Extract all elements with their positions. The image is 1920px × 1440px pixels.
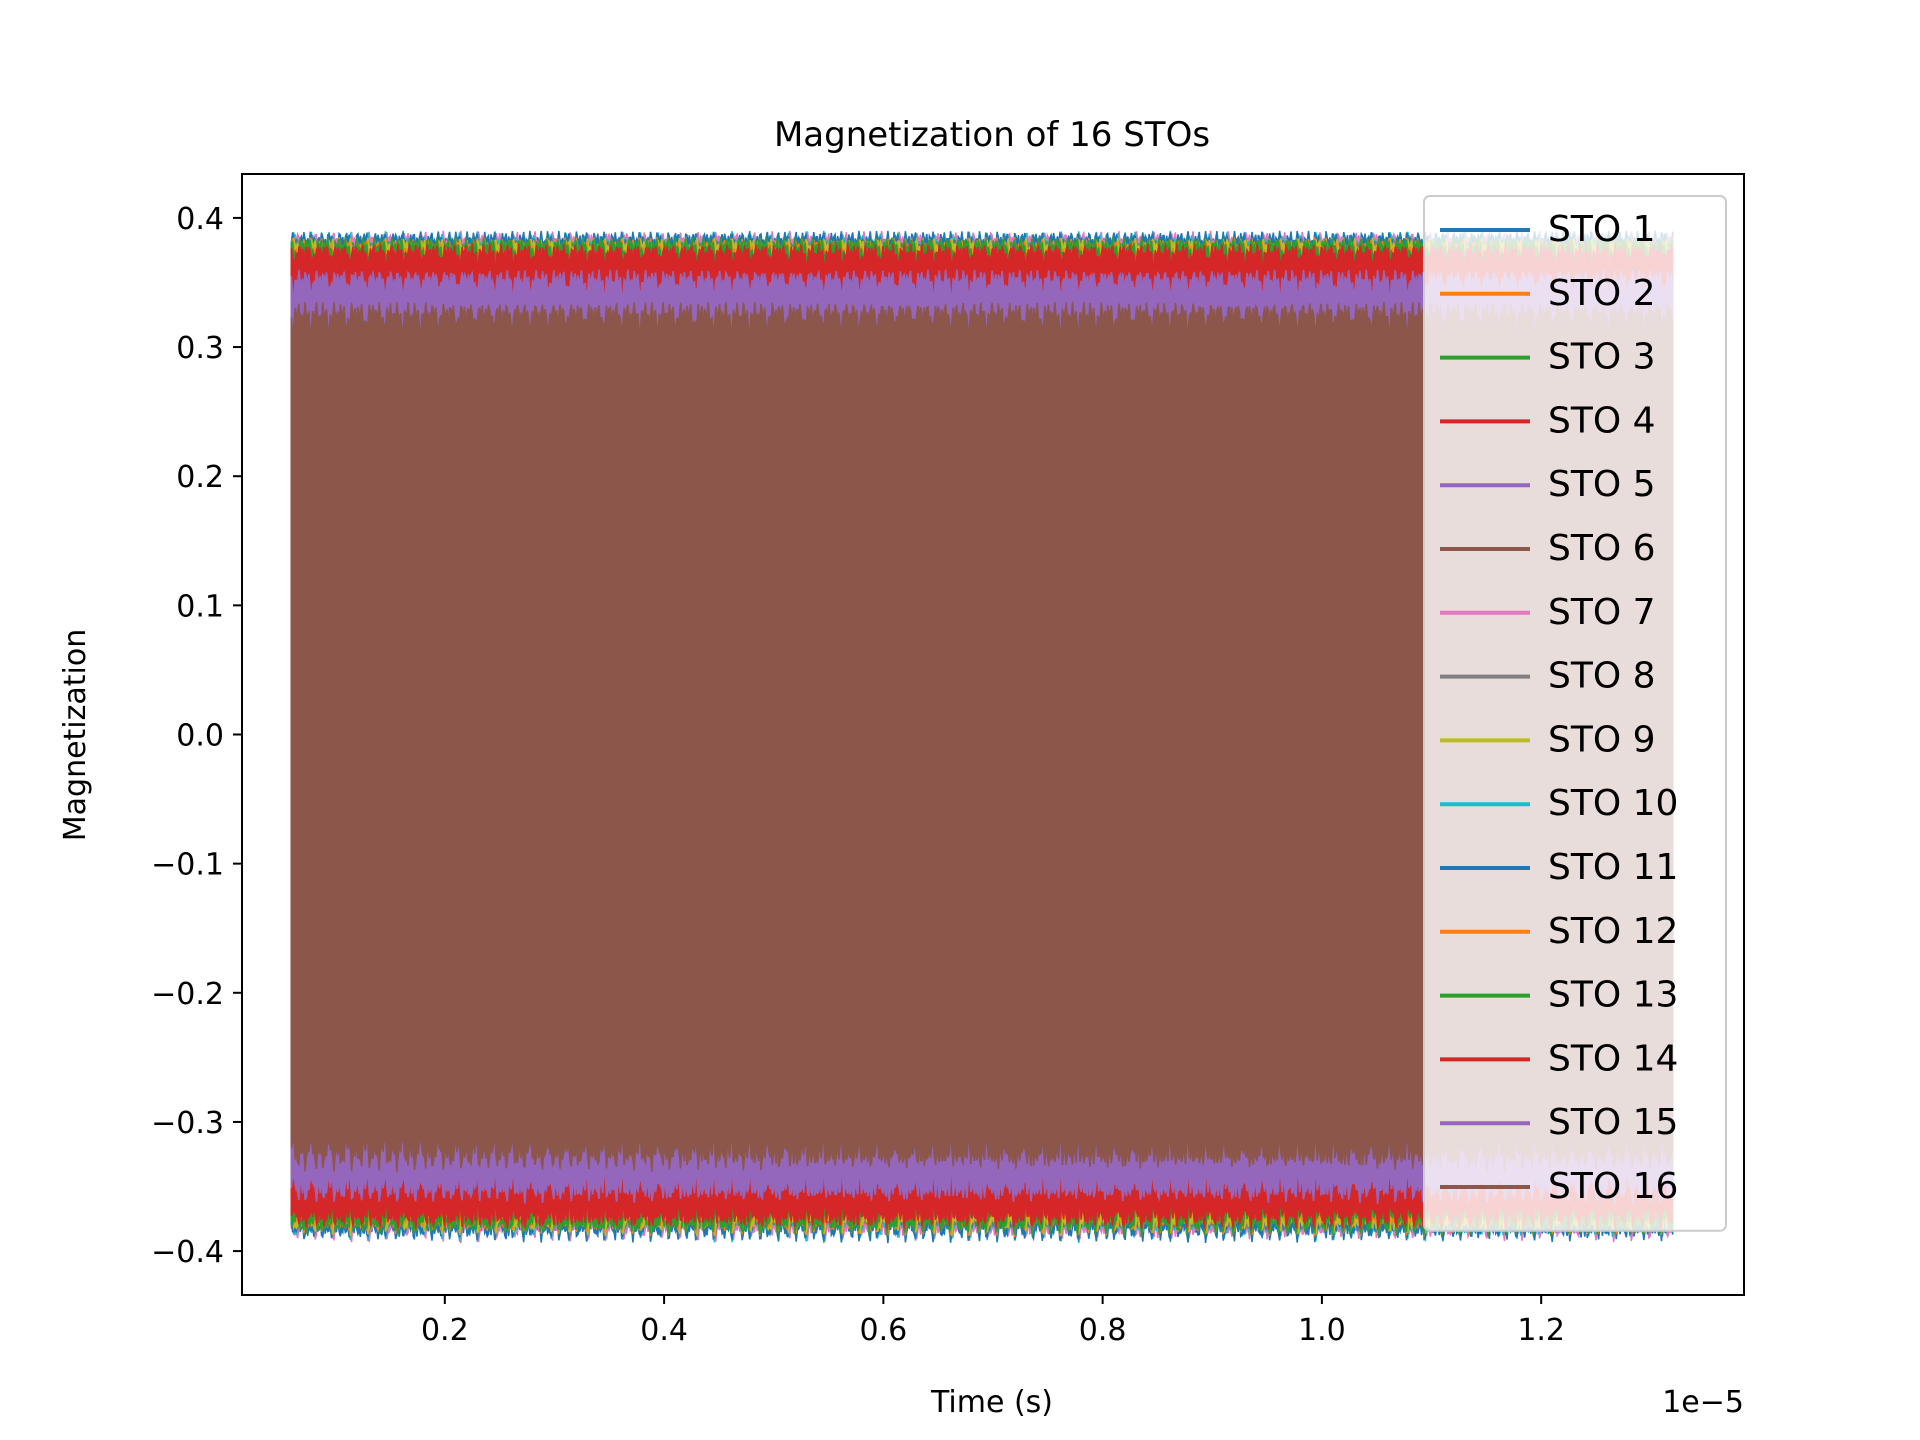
legend-label: STO 12 xyxy=(1548,911,1678,952)
legend-label: STO 10 xyxy=(1548,783,1678,824)
y-tick-label: −0.2 xyxy=(151,977,224,1012)
legend-label: STO 2 xyxy=(1548,273,1656,314)
legend-item[interactable]: STO 11 xyxy=(1440,847,1678,888)
y-tick-label: 0.0 xyxy=(176,719,224,754)
legend-item[interactable]: STO 6 xyxy=(1440,528,1656,569)
legend-item[interactable]: STO 10 xyxy=(1440,783,1678,824)
legend-item[interactable]: STO 7 xyxy=(1440,592,1656,633)
x-axis-label: Time (s) xyxy=(930,1385,1053,1420)
x-tick-label: 0.8 xyxy=(1079,1313,1127,1348)
legend-label: STO 7 xyxy=(1548,592,1656,633)
legend-item[interactable]: STO 8 xyxy=(1440,656,1656,697)
legend-label: STO 11 xyxy=(1548,847,1678,888)
legend-item[interactable]: STO 9 xyxy=(1440,719,1656,760)
x-axis: 0.2 0.4 0.6 0.8 1.0 1.2 xyxy=(421,1295,1565,1348)
series-layer xyxy=(290,229,1674,1244)
legend-label: STO 13 xyxy=(1548,975,1678,1016)
legend-label: STO 5 xyxy=(1548,464,1656,505)
legend-item[interactable]: STO 15 xyxy=(1440,1102,1678,1143)
y-tick-label: −0.4 xyxy=(151,1235,224,1270)
legend-item[interactable]: STO 1 xyxy=(1440,209,1656,250)
legend-label: STO 8 xyxy=(1548,656,1656,697)
y-axis: 0.4 0.3 0.2 0.1 0.0 −0.1 −0.2 −0.3 −0.4 xyxy=(151,202,242,1270)
legend-item[interactable]: STO 5 xyxy=(1440,464,1656,505)
x-tick-label: 0.4 xyxy=(640,1313,688,1348)
y-tick-label: 0.2 xyxy=(176,460,224,495)
legend-label: STO 15 xyxy=(1548,1102,1678,1143)
x-axis-offset-text: 1e−5 xyxy=(1662,1385,1744,1420)
y-tick-label: −0.3 xyxy=(151,1106,224,1141)
legend-label: STO 14 xyxy=(1548,1038,1678,1079)
legend-label: STO 3 xyxy=(1548,337,1656,378)
legend-item[interactable]: STO 14 xyxy=(1440,1038,1678,1079)
y-tick-label: 0.4 xyxy=(176,202,224,237)
x-tick-label: 1.2 xyxy=(1517,1313,1565,1348)
legend-label: STO 9 xyxy=(1548,719,1656,760)
x-tick-label: 0.2 xyxy=(421,1313,469,1348)
legend-label: STO 6 xyxy=(1548,528,1656,569)
legend-label: STO 1 xyxy=(1548,209,1656,250)
y-axis-label: Magnetization xyxy=(58,629,93,841)
legend-item[interactable]: STO 13 xyxy=(1440,975,1678,1016)
legend[interactable]: STO 1 STO 2 STO 3 STO 4 STO 5 STO 6 STO 7 STO 8… xyxy=(1423,195,1727,1232)
legend-label: STO 16 xyxy=(1548,1166,1678,1207)
legend-item[interactable]: STO 3 xyxy=(1440,337,1656,378)
x-tick-label: 0.6 xyxy=(860,1313,908,1348)
legend-item[interactable]: STO 2 xyxy=(1440,273,1656,314)
x-tick-label: 1.0 xyxy=(1298,1313,1346,1348)
legend-box xyxy=(1423,195,1727,1232)
legend-item[interactable]: STO 16 xyxy=(1440,1166,1678,1207)
plot-frame xyxy=(241,173,1745,1296)
legend-item[interactable]: STO 4 xyxy=(1440,400,1656,441)
y-tick-label: 0.3 xyxy=(176,331,224,366)
chart-title: Magnetization of 16 STOs xyxy=(774,115,1210,155)
legend-item[interactable]: STO 12 xyxy=(1440,911,1678,952)
y-tick-label: −0.1 xyxy=(151,848,224,883)
legend-label: STO 4 xyxy=(1548,400,1656,441)
y-tick-label: 0.1 xyxy=(176,589,224,624)
